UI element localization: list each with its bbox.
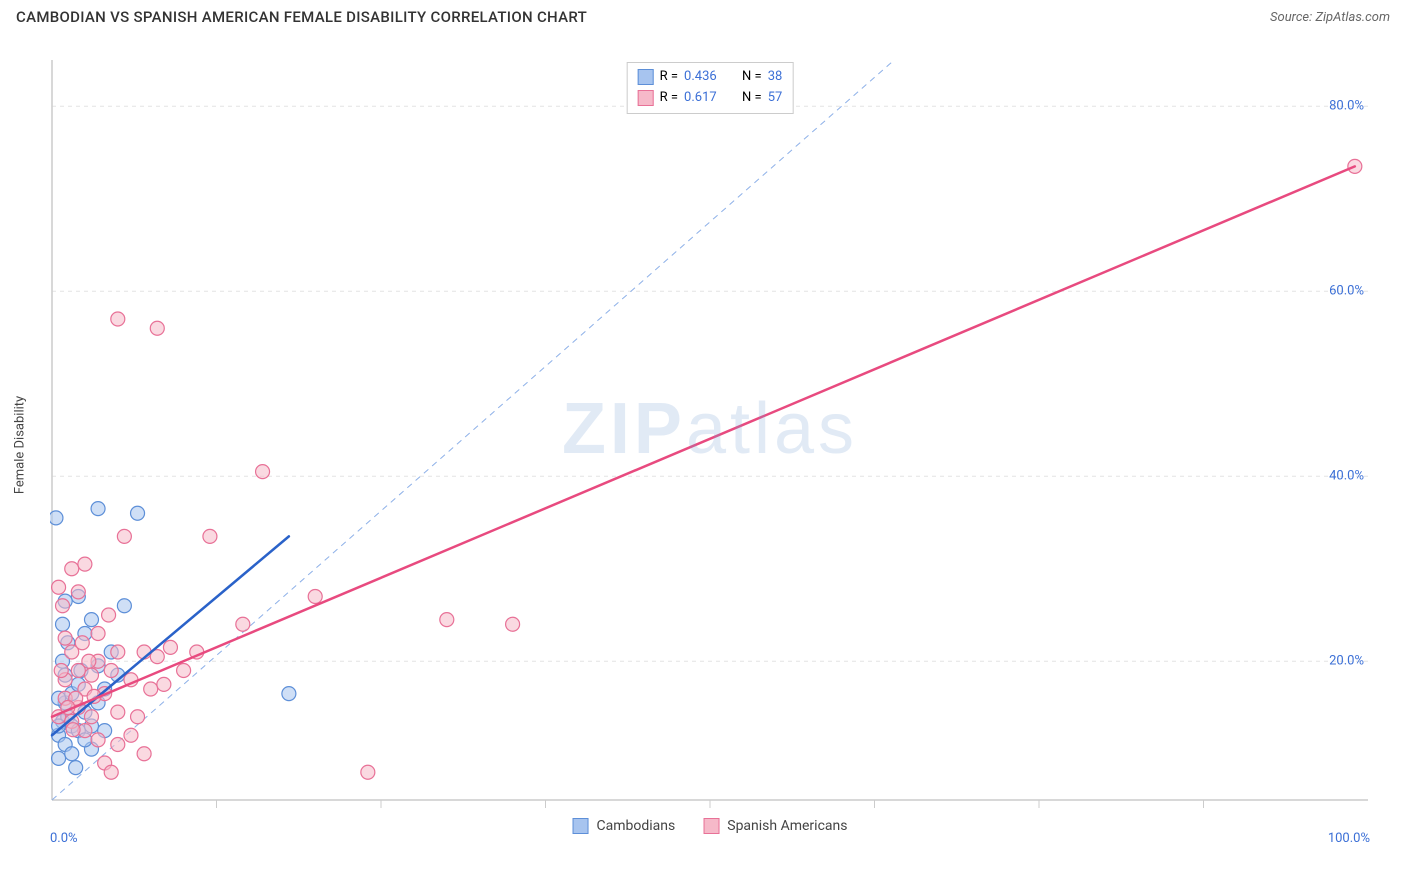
stat-R-label: R = (660, 67, 678, 88)
stat-R-label: R = (660, 88, 678, 109)
legend-label: Cambodians (597, 818, 676, 834)
x-min-label: 0.0% (50, 831, 78, 846)
series-swatch (638, 69, 654, 85)
stat-N-label: N = (742, 67, 762, 88)
legend-label: Spanish Americans (727, 818, 847, 834)
plot-canvas (50, 50, 1370, 840)
legend-swatch (703, 818, 719, 834)
x-max-label: 100.0% (1328, 831, 1370, 846)
legend-item: Cambodians (573, 818, 676, 834)
stat-N-value: 57 (768, 88, 783, 109)
source-prefix: Source: (1270, 10, 1315, 25)
y-tick-label: 80.0% (1329, 99, 1364, 114)
stats-row: R = 0.436 N = 38 (638, 67, 783, 88)
stats-row: R = 0.617 N = 57 (638, 88, 783, 109)
series-swatch (638, 90, 654, 106)
y-axis-label: Female Disability (13, 396, 28, 494)
legend: Cambodians Spanish Americans (573, 818, 848, 834)
stat-R-value: 0.617 (684, 88, 728, 109)
page-title: CAMBODIAN VS SPANISH AMERICAN FEMALE DIS… (16, 8, 587, 26)
correlation-chart: Female Disability ZIPatlas R =0.436N =38… (50, 50, 1370, 840)
y-tick-label: 60.0% (1329, 284, 1364, 299)
legend-swatch (573, 818, 589, 834)
stat-N-value: 38 (768, 67, 783, 88)
stat-N-label: N = (742, 88, 762, 109)
y-tick-label: 20.0% (1329, 654, 1364, 669)
y-tick-label: 40.0% (1329, 469, 1364, 484)
source-name: ZipAtlas.com (1315, 10, 1390, 25)
stat-R-value: 0.436 (684, 67, 728, 88)
source-label: Source: ZipAtlas.com (1270, 10, 1390, 25)
legend-item: Spanish Americans (703, 818, 847, 834)
stats-box: R = 0.436 N = 38 R = 0.617 N = 57 (627, 62, 794, 114)
